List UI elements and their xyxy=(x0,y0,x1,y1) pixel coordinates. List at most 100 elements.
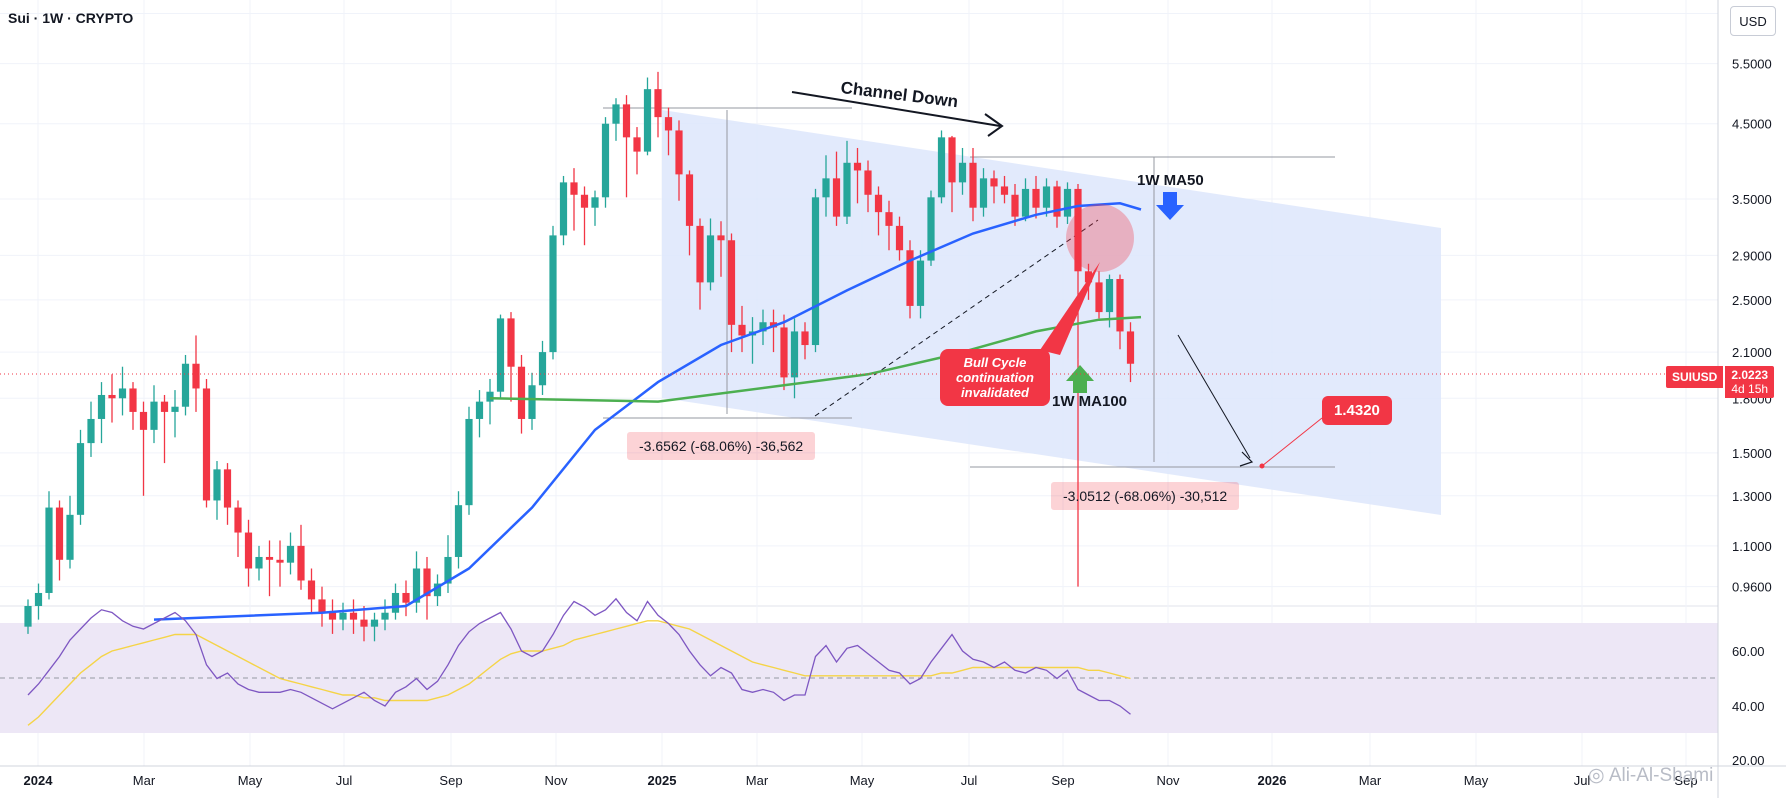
candle[interactable] xyxy=(45,491,53,600)
candle[interactable] xyxy=(843,140,851,225)
candle[interactable] xyxy=(87,401,95,457)
candle[interactable] xyxy=(759,309,767,346)
candle[interactable] xyxy=(234,500,242,557)
candle[interactable] xyxy=(549,225,557,360)
candle[interactable] xyxy=(864,160,872,213)
candle[interactable] xyxy=(853,147,862,204)
candle[interactable] xyxy=(66,495,74,569)
candle[interactable] xyxy=(654,71,662,138)
candle[interactable] xyxy=(423,556,431,620)
candle[interactable] xyxy=(496,314,505,399)
candle[interactable] xyxy=(55,500,64,581)
candle[interactable] xyxy=(339,602,347,631)
candle[interactable] xyxy=(664,107,673,156)
candle[interactable] xyxy=(160,394,169,464)
candle[interactable] xyxy=(244,519,253,587)
candle[interactable] xyxy=(139,401,148,496)
candle[interactable] xyxy=(811,188,820,353)
candle[interactable] xyxy=(706,218,715,291)
candle[interactable] xyxy=(402,580,410,617)
candle[interactable] xyxy=(979,168,988,217)
candle[interactable] xyxy=(370,612,379,642)
candle[interactable] xyxy=(118,366,127,416)
candle[interactable] xyxy=(391,583,400,620)
candle[interactable] xyxy=(696,218,704,310)
candle[interactable] xyxy=(297,524,305,590)
candle[interactable] xyxy=(202,378,211,508)
candle[interactable] xyxy=(276,540,284,587)
candle[interactable] xyxy=(643,77,652,156)
candle[interactable] xyxy=(717,221,725,277)
candle[interactable] xyxy=(286,532,295,575)
candle[interactable] xyxy=(738,305,746,353)
candle[interactable] xyxy=(34,583,43,620)
candle[interactable] xyxy=(958,147,967,195)
candle[interactable] xyxy=(1011,183,1019,226)
candle[interactable] xyxy=(24,599,32,634)
candle[interactable] xyxy=(255,545,263,581)
candle[interactable] xyxy=(1126,322,1135,383)
currency-button[interactable]: USD xyxy=(1730,6,1776,36)
candle[interactable] xyxy=(360,606,368,642)
candle[interactable] xyxy=(990,170,998,204)
candle[interactable] xyxy=(318,586,326,627)
candle[interactable] xyxy=(948,135,956,213)
candle[interactable] xyxy=(675,120,683,201)
candle[interactable] xyxy=(622,95,631,198)
candle[interactable] xyxy=(906,240,914,319)
candle[interactable] xyxy=(591,190,599,226)
candle[interactable] xyxy=(465,406,473,515)
candle[interactable] xyxy=(685,170,694,256)
candles-layer[interactable] xyxy=(24,71,1135,642)
candle[interactable] xyxy=(1021,178,1030,222)
candle[interactable] xyxy=(97,382,106,444)
candle[interactable] xyxy=(916,250,925,319)
candle[interactable] xyxy=(265,540,274,597)
candle[interactable] xyxy=(433,574,442,606)
candle[interactable] xyxy=(150,385,158,444)
candle[interactable] xyxy=(801,322,809,360)
candle[interactable] xyxy=(223,463,232,525)
candle[interactable] xyxy=(1116,274,1124,350)
candle[interactable] xyxy=(475,390,484,438)
candle[interactable] xyxy=(874,186,883,236)
candle[interactable] xyxy=(486,378,494,425)
candle[interactable] xyxy=(307,568,316,613)
candle[interactable] xyxy=(1095,271,1103,319)
candle[interactable] xyxy=(328,599,337,634)
candle[interactable] xyxy=(538,340,547,395)
candle[interactable] xyxy=(601,117,610,208)
candle[interactable] xyxy=(780,314,788,391)
candle[interactable] xyxy=(727,233,736,353)
candle[interactable] xyxy=(1000,175,1009,204)
candle[interactable] xyxy=(633,127,641,175)
candle[interactable] xyxy=(1053,180,1061,228)
candle[interactable] xyxy=(832,151,841,226)
candle[interactable] xyxy=(885,200,893,251)
candle[interactable] xyxy=(381,599,389,631)
candle[interactable] xyxy=(822,155,830,217)
candle[interactable] xyxy=(412,551,421,613)
candle[interactable] xyxy=(507,312,515,402)
candle[interactable] xyxy=(108,374,116,423)
candle[interactable] xyxy=(895,216,904,261)
candle[interactable] xyxy=(559,175,568,246)
candle[interactable] xyxy=(76,429,85,525)
candle[interactable] xyxy=(454,491,463,569)
candle[interactable] xyxy=(129,382,137,430)
candle[interactable] xyxy=(528,372,536,430)
candle[interactable] xyxy=(570,168,578,231)
candle[interactable] xyxy=(580,186,589,246)
candle[interactable] xyxy=(213,461,221,520)
candle[interactable] xyxy=(517,354,526,434)
candle[interactable] xyxy=(1063,182,1072,225)
candle[interactable] xyxy=(171,390,179,438)
candle[interactable] xyxy=(969,147,977,222)
candle[interactable] xyxy=(1032,175,1040,219)
candle[interactable] xyxy=(612,98,620,141)
candle[interactable] xyxy=(181,354,190,416)
candle[interactable] xyxy=(937,130,946,204)
candle[interactable] xyxy=(349,599,358,634)
candle[interactable] xyxy=(927,190,935,266)
candle[interactable] xyxy=(1042,178,1051,217)
